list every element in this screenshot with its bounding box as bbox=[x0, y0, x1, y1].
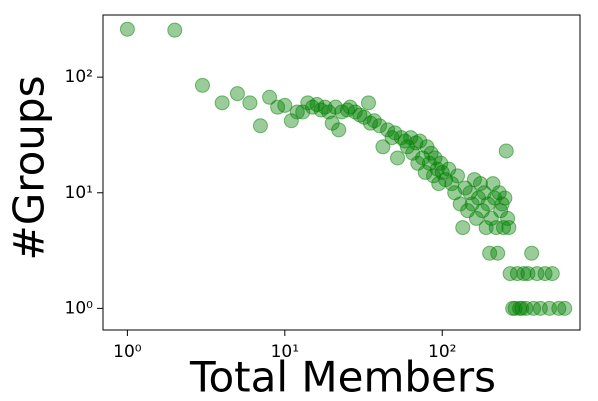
point bbox=[262, 89, 278, 105]
point bbox=[119, 21, 135, 37]
point bbox=[375, 139, 391, 155]
point bbox=[167, 22, 183, 38]
point bbox=[529, 266, 545, 282]
point bbox=[468, 210, 484, 226]
point bbox=[427, 150, 443, 166]
point bbox=[501, 220, 517, 236]
point bbox=[334, 104, 350, 120]
point bbox=[408, 135, 424, 151]
point bbox=[360, 95, 376, 111]
point bbox=[524, 245, 540, 261]
point bbox=[514, 300, 530, 316]
point bbox=[289, 104, 305, 120]
point bbox=[449, 168, 465, 184]
point bbox=[390, 150, 406, 166]
y-axis-label: #Groups bbox=[5, 76, 54, 261]
point bbox=[455, 220, 471, 236]
point bbox=[473, 176, 489, 192]
point bbox=[490, 245, 506, 261]
point bbox=[544, 266, 560, 282]
point bbox=[557, 300, 573, 316]
point bbox=[356, 109, 372, 125]
y-tick-label: 10¹ bbox=[65, 183, 93, 203]
point bbox=[551, 300, 567, 316]
point bbox=[242, 95, 258, 111]
x-tick-label: 10² bbox=[428, 342, 456, 362]
point bbox=[491, 185, 507, 201]
point bbox=[331, 122, 347, 138]
x-tick-label: 10⁰ bbox=[113, 342, 142, 362]
point bbox=[300, 95, 316, 111]
point bbox=[372, 118, 388, 134]
point bbox=[498, 143, 514, 159]
x-tick-label: 10¹ bbox=[271, 342, 299, 362]
point bbox=[229, 86, 245, 102]
point bbox=[482, 245, 498, 261]
point bbox=[516, 266, 532, 282]
point bbox=[423, 145, 439, 161]
point bbox=[417, 164, 433, 180]
point bbox=[252, 118, 268, 134]
point bbox=[194, 77, 210, 93]
point bbox=[444, 176, 460, 192]
point bbox=[497, 190, 513, 206]
y-tick-label: 10⁰ bbox=[65, 298, 94, 318]
point bbox=[305, 99, 321, 115]
point bbox=[496, 220, 512, 236]
point bbox=[283, 113, 299, 129]
point bbox=[295, 104, 311, 120]
point bbox=[277, 97, 293, 113]
x-axis-label: Total Members bbox=[189, 353, 496, 401]
y-tick-label: 10² bbox=[65, 67, 93, 87]
plot-frame bbox=[102, 14, 581, 331]
point bbox=[214, 95, 230, 111]
